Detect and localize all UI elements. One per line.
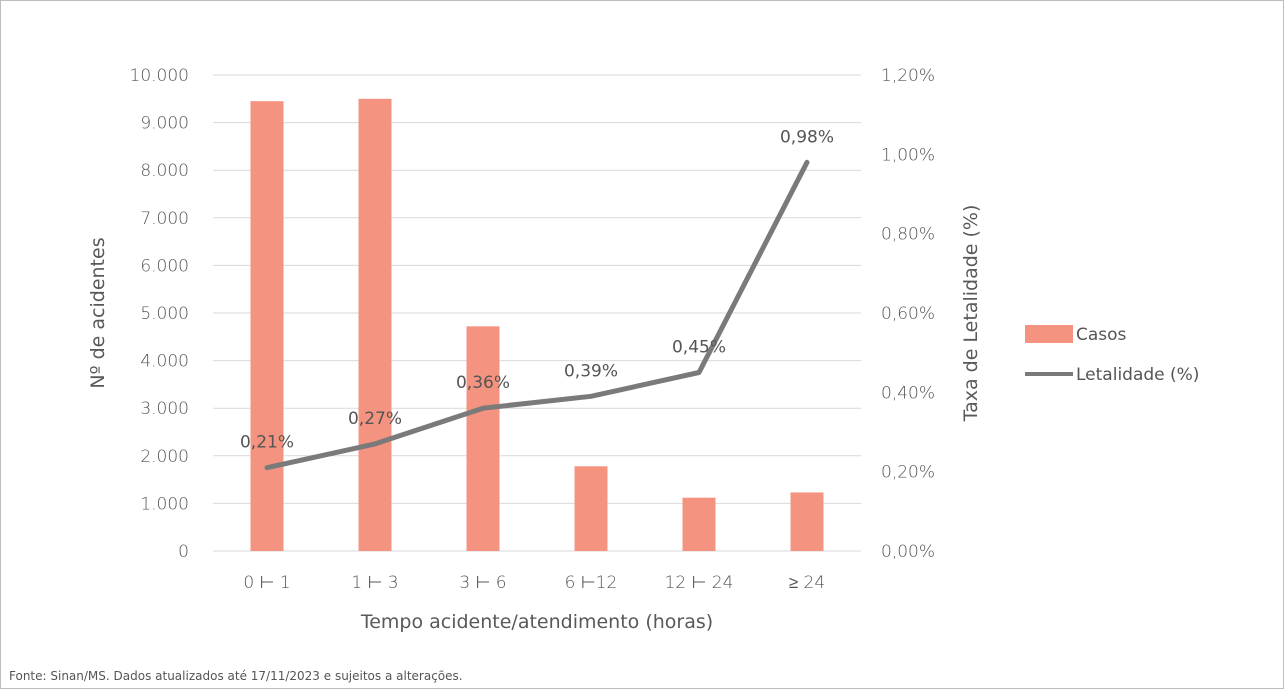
y2-tick-label: 0,00% [881, 542, 935, 562]
x-tick-label: 1 ⊢ 3 [351, 573, 398, 593]
y2-tick-label: 1,20% [881, 66, 935, 86]
y2-tick-label: 1,00% [881, 145, 935, 165]
y-tick-label: 9.000 [140, 114, 189, 134]
y-tick-label: 10.000 [130, 66, 189, 86]
data-label-letalidade: 0,27% [348, 409, 402, 429]
right-axis-ticks: 0,00% 0,20% 0,40% 0,60% 0,80% 1,00% 1,20% [881, 66, 935, 562]
y-tick-label: 7.000 [140, 209, 189, 229]
y-tick-label: 4.000 [140, 352, 189, 372]
legend-swatch-casos [1025, 325, 1073, 343]
data-label-letalidade: 0,21% [240, 433, 294, 453]
bar-casos [574, 466, 608, 551]
y-tick-label: 0 [178, 542, 189, 562]
data-label-letalidade: 0,45% [672, 338, 726, 358]
x-axis-ticks: 0 ⊢ 1 1 ⊢ 3 3 ⊢ 6 6 ⊢12 12 ⊢ 24 ≥ 24 [243, 573, 825, 593]
left-axis-ticks: 0 1.000 2.000 3.000 4.000 5.000 6.000 7.000 8.00… [130, 66, 189, 562]
source-note: Fonte: Sinan/MS. Dados atualizados até 1… [9, 669, 463, 683]
data-label-letalidade: 0,36% [456, 373, 510, 393]
x-tick-label: ≥ 24 [789, 573, 825, 593]
data-label-letalidade: 0,39% [564, 361, 618, 381]
line-letalidade [264, 159, 810, 471]
y2-tick-label: 0,20% [881, 463, 935, 483]
y-tick-label: 5.000 [140, 304, 189, 324]
y-axis-title: Nº de acidentes [87, 237, 109, 388]
line-series-letalidade [264, 159, 810, 471]
bar-casos [466, 326, 500, 551]
x-tick-label: 6 ⊢12 [565, 573, 618, 593]
bar-casos [358, 98, 392, 552]
y-tick-label: 6.000 [140, 256, 189, 276]
y-tick-label: 8.000 [140, 161, 189, 181]
bar-series-casos [250, 98, 824, 552]
bar-casos [250, 101, 284, 552]
x-tick-label: 12 ⊢ 24 [665, 573, 734, 593]
x-tick-label: 0 ⊢ 1 [243, 573, 290, 593]
line-data-labels: 0,21% 0,27% 0,36% 0,39% 0,45% 0,98% [240, 127, 834, 452]
y-tick-label: 2.000 [140, 447, 189, 467]
x-axis-title: Tempo acidente/atendimento (horas) [360, 611, 713, 633]
bar-casos [790, 492, 824, 551]
legend-label-casos: Casos [1076, 325, 1127, 345]
data-label-letalidade: 0,98% [780, 127, 834, 147]
bar-casos [682, 497, 716, 551]
y-tick-label: 3.000 [140, 399, 189, 419]
y2-tick-label: 0,80% [881, 225, 935, 245]
x-tick-label: 3 ⊢ 6 [459, 573, 506, 593]
y-tick-label: 1.000 [140, 494, 189, 514]
y2-axis-title: Taxa de Letalidade (%) [960, 205, 982, 423]
y2-tick-label: 0,40% [881, 383, 935, 403]
legend-label-letalidade: Letalidade (%) [1076, 365, 1199, 385]
legend: Casos Letalidade (%) [1025, 325, 1199, 385]
y2-tick-label: 0,60% [881, 304, 935, 324]
gridlines [213, 74, 861, 552]
